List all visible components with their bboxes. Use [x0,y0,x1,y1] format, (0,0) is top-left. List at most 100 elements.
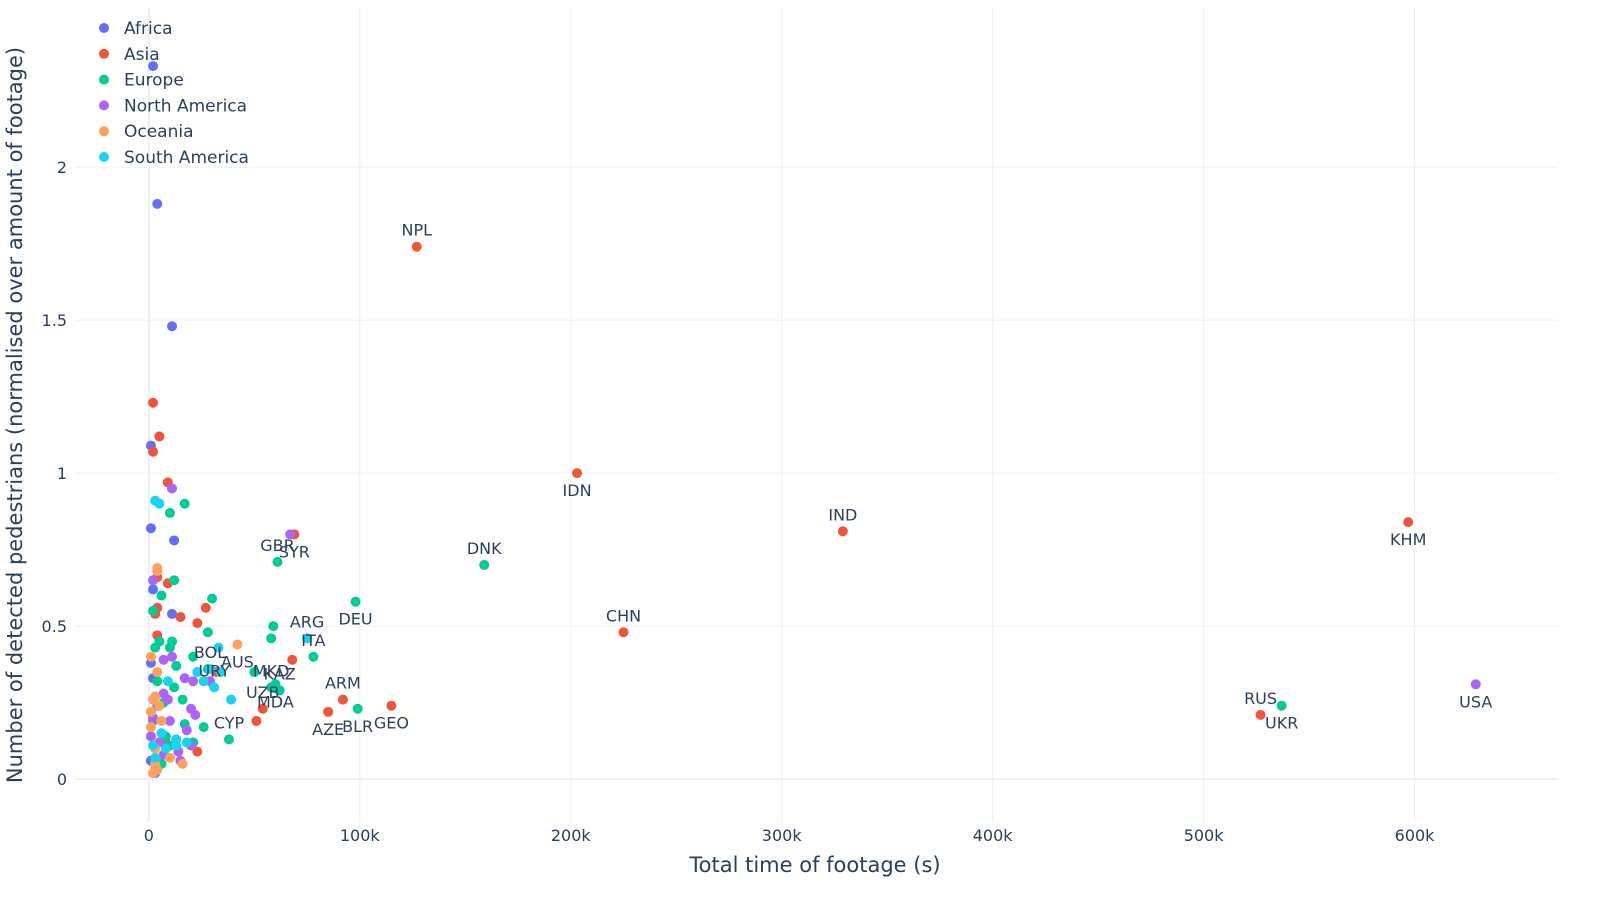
data-point[interactable] [618,627,629,638]
data-point[interactable] [156,716,167,727]
data-point[interactable] [158,654,169,665]
data-point[interactable] [171,740,182,751]
data-point[interactable] [188,676,199,687]
data-point[interactable] [323,706,334,717]
data-point[interactable] [479,559,490,570]
data-point[interactable] [272,556,283,567]
data-point[interactable] [192,667,203,678]
data-point[interactable] [198,676,209,687]
data-point[interactable] [223,734,234,745]
data-point[interactable] [302,633,313,644]
data-point[interactable] [192,746,203,757]
data-point[interactable] [202,627,213,638]
data-point[interactable] [148,584,159,595]
data-point[interactable] [1403,517,1414,528]
data-point[interactable] [145,706,156,717]
data-point[interactable] [162,694,173,705]
data-point[interactable] [152,676,163,687]
data-point[interactable] [285,529,296,540]
data-point[interactable] [169,575,180,586]
data-point[interactable] [251,716,262,727]
data-point[interactable] [152,566,163,577]
data-point[interactable] [148,605,159,616]
data-point[interactable] [177,758,188,769]
data-point[interactable] [148,446,159,457]
data-point[interactable] [169,535,180,546]
data-point[interactable] [179,498,190,509]
data-point[interactable] [154,498,165,509]
data-point[interactable] [1470,679,1481,690]
data-point[interactable] [215,667,226,678]
data-point[interactable] [167,321,178,332]
data-point[interactable] [156,590,167,601]
legend-item[interactable]: Asia [99,45,160,65]
data-point[interactable] [207,593,218,604]
data-point[interactable] [1255,709,1266,720]
data-point[interactable] [175,611,186,622]
data-point[interactable] [190,709,201,720]
legend-item[interactable]: Europe [99,71,184,91]
data-point[interactable] [145,651,156,662]
data-point[interactable] [213,642,224,653]
data-point[interactable] [179,673,190,684]
legend-item[interactable]: Oceania [99,122,194,142]
data-point[interactable] [164,642,175,653]
data-point[interactable] [205,663,216,674]
data-point[interactable] [181,725,192,736]
data-point[interactable] [150,752,161,763]
data-point[interactable] [249,667,260,678]
data-point[interactable] [1276,700,1287,711]
data-point[interactable] [171,660,182,671]
legend-item[interactable]: North America [99,96,247,116]
data-point[interactable] [154,431,165,442]
data-point[interactable] [209,682,220,693]
data-point[interactable] [160,743,171,754]
data-point[interactable] [287,654,298,665]
data-point[interactable] [167,651,178,662]
data-point[interactable] [145,731,156,742]
data-point[interactable] [169,682,180,693]
data-point[interactable] [148,397,159,408]
data-point[interactable] [266,633,277,644]
data-point[interactable] [411,241,422,252]
legend-item[interactable]: Africa [99,19,173,39]
legend[interactable]: Africa Asia Europe North America Oceania Sout… [99,19,249,168]
data-point[interactable] [152,667,163,678]
data-point[interactable] [181,737,192,748]
data-point[interactable] [268,621,279,632]
data-point[interactable] [257,703,268,714]
data-point[interactable] [352,703,363,714]
data-point[interactable] [308,651,319,662]
data-point[interactable] [162,676,173,687]
data-point[interactable] [167,483,178,494]
data-point[interactable] [148,694,159,705]
data-point[interactable] [188,651,199,662]
data-point[interactable] [164,507,175,518]
data-point[interactable] [270,679,281,690]
data-point[interactable] [148,575,159,586]
data-point[interactable] [156,728,167,739]
data-point[interactable] [145,523,156,534]
data-point[interactable] [350,596,361,607]
data-point[interactable] [192,618,203,629]
legend-item[interactable]: South America [99,148,249,168]
data-point[interactable] [152,198,163,209]
data-point[interactable] [337,694,348,705]
data-point[interactable] [148,740,159,751]
data-point[interactable] [164,752,175,763]
data-point[interactable] [150,642,161,653]
data-point[interactable] [167,608,178,619]
data-point[interactable] [200,602,211,613]
data-point[interactable] [232,639,243,650]
data-point[interactable] [145,722,156,733]
data-point[interactable] [386,700,397,711]
data-point[interactable] [226,694,237,705]
data-point[interactable] [148,61,159,72]
data-point[interactable] [164,716,175,727]
data-point[interactable] [154,700,165,711]
data-point[interactable] [198,722,209,733]
data-point[interactable] [177,694,188,705]
data-point[interactable] [572,468,583,479]
data-point[interactable] [837,526,848,537]
data-point[interactable] [148,768,159,779]
